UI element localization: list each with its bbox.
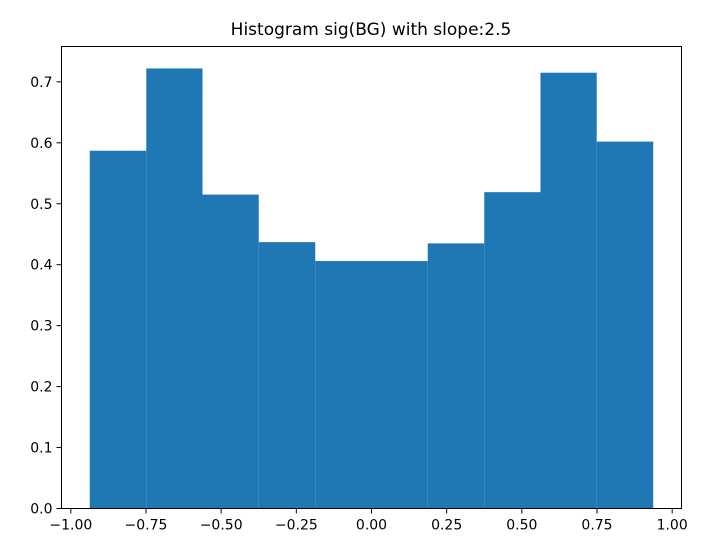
y-tick-label-3: 0.2 [30, 380, 52, 396]
histogram-bar-5 [315, 261, 372, 509]
histogram-bar-2 [146, 68, 203, 509]
plot-frame [61, 46, 682, 509]
y-tick-label-4: 0.3 [30, 319, 52, 335]
histogram-bar-7 [427, 243, 485, 509]
histogram-bar-1 [89, 150, 147, 509]
y-tick-label-6: 0.5 [30, 197, 52, 213]
histogram-bar-3 [202, 194, 259, 509]
histogram-bar-9 [540, 72, 597, 509]
x-tick-label-3: −0.50 [200, 518, 243, 534]
y-axis-ticks: 0.0 0.1 0.2 0.3 0.4 0.5 0.6 0.7 [30, 75, 62, 518]
histogram-bar-8 [484, 192, 541, 509]
x-tick-label-1: −1.00 [49, 518, 92, 534]
x-tick-label-7: 0.50 [506, 518, 537, 534]
x-tick-label-6: 0.25 [431, 518, 462, 534]
histogram-bar-6 [371, 261, 428, 509]
y-tick-label-5: 0.4 [30, 258, 52, 274]
x-tick-label-4: −0.25 [275, 518, 318, 534]
x-tick-label-5: 0.00 [356, 518, 387, 534]
histogram-bar-10 [596, 141, 654, 509]
y-tick-label-8: 0.7 [30, 75, 52, 91]
y-tick-label-1: 0.0 [30, 502, 52, 518]
y-tick-label-7: 0.6 [30, 136, 52, 152]
x-tick-label-9: 1.00 [657, 518, 688, 534]
x-axis-ticks: −1.00 −0.75 −0.50 −0.25 0.00 0.25 0.50 0.75 1.00 [49, 508, 688, 534]
y-tick-label-2: 0.1 [30, 441, 52, 457]
bars-group [89, 68, 654, 509]
x-tick-label-8: 0.75 [581, 518, 612, 534]
x-tick-label-2: −0.75 [125, 518, 168, 534]
chart-title: Histogram sig(BG) with slope:2.5 [231, 20, 512, 40]
histogram-bar-4 [258, 242, 316, 509]
